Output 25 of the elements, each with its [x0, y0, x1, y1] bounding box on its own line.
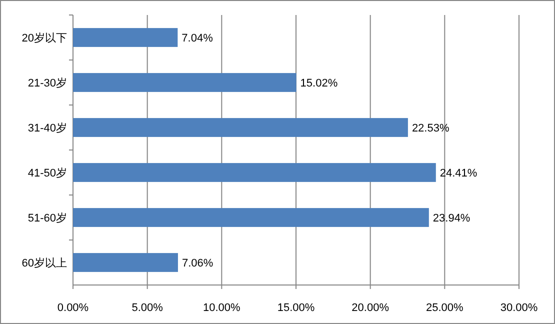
data-label: 7.06% [182, 258, 214, 270]
y-tick-label: 20岁以下 [22, 32, 67, 44]
bar [73, 253, 178, 272]
y-tick-label: 51-60岁 [28, 212, 67, 224]
x-tick-label: 20.00% [352, 302, 390, 314]
data-label: 23.94% [432, 212, 470, 224]
bar [73, 118, 408, 137]
x-tick-label: 0.00% [57, 302, 89, 314]
y-tick-label: 60岁以上 [22, 256, 67, 270]
y-tick-label: 31-40岁 [28, 122, 67, 134]
bar [73, 208, 429, 227]
data-label: 7.04% [182, 32, 214, 44]
x-tick-label: 25.00% [426, 302, 464, 314]
bar [73, 163, 436, 182]
data-label: 15.02% [300, 78, 338, 90]
y-tick-label: 21-30岁 [28, 78, 67, 90]
bar [73, 28, 178, 47]
x-tick-label: 30.00% [500, 302, 538, 314]
data-label: 24.41% [440, 168, 478, 180]
x-tick-label: 15.00% [277, 302, 315, 314]
x-tick-label: 5.00% [132, 302, 164, 314]
data-label: 22.53% [412, 122, 450, 134]
x-tick-label: 10.00% [203, 302, 241, 314]
bar [73, 73, 296, 92]
y-tick-label: 41-50岁 [28, 168, 67, 180]
